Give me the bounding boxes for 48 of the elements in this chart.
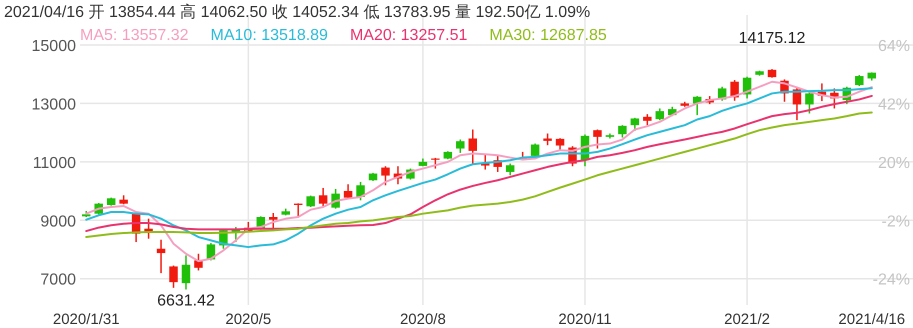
text: MA5: 13557.32 (80, 27, 189, 44)
y2-tick-label: 20% (878, 154, 910, 172)
y2-tick-label: 42% (878, 96, 910, 114)
candlestick (643, 113, 652, 126)
x-tick-label: 2021/4/16 (838, 311, 906, 328)
candlestick (269, 212, 278, 230)
candlestick (630, 117, 640, 132)
candlestick (656, 108, 664, 121)
y-tick-label: 7000 (40, 272, 76, 289)
candlestick (556, 137, 564, 151)
y2-tick-label: 64% (878, 38, 910, 55)
candlestick (855, 74, 864, 87)
x-tick-label: 2020/8 (400, 311, 446, 328)
text: MA30: 12687.85 (489, 27, 607, 44)
x-tick-label: 2020/1/31 (52, 311, 120, 328)
candlestick (194, 253, 203, 272)
candlestick (344, 184, 352, 199)
candlestick (306, 194, 315, 208)
candlestick (381, 165, 390, 186)
candlestick (119, 194, 128, 206)
candlestick (506, 162, 514, 176)
candlestick (543, 132, 552, 146)
y-tick-label: 9000 (40, 213, 76, 230)
text: MA10: 13518.89 (210, 27, 328, 44)
candlestick (182, 254, 190, 290)
candlestick (618, 124, 627, 138)
x-tick-label: 2020/5 (225, 311, 272, 328)
candlestick (431, 157, 440, 170)
y-tick-label: 13000 (32, 96, 76, 114)
candlestick (805, 90, 814, 114)
y-tick-label: 15000 (32, 38, 76, 55)
candlestick (468, 128, 478, 165)
candlestick (169, 264, 178, 289)
y2-tick-label: -2% (882, 213, 910, 230)
y-tick-label: 11000 (32, 154, 76, 172)
x-tick-label: 2021/2 (724, 311, 770, 328)
y2-tick-label: -24% (872, 272, 910, 289)
candlestick (156, 238, 166, 274)
text: MA20: 13257.51 (350, 27, 468, 44)
candlestick (530, 142, 540, 158)
candlestick (318, 187, 328, 208)
candlestick (456, 138, 465, 154)
candlestick (294, 202, 302, 217)
candlestick (593, 128, 602, 150)
annotation: 14175.12 (738, 30, 806, 48)
x-tick-label: 2020/11 (558, 311, 612, 328)
annotation: 6631.42 (157, 292, 215, 310)
chart-title: 2021/04/16 开 13854.44 高 14062.50 收 14052.34 低 13783.95 量 192.50亿 1.09% (4, 3, 590, 21)
